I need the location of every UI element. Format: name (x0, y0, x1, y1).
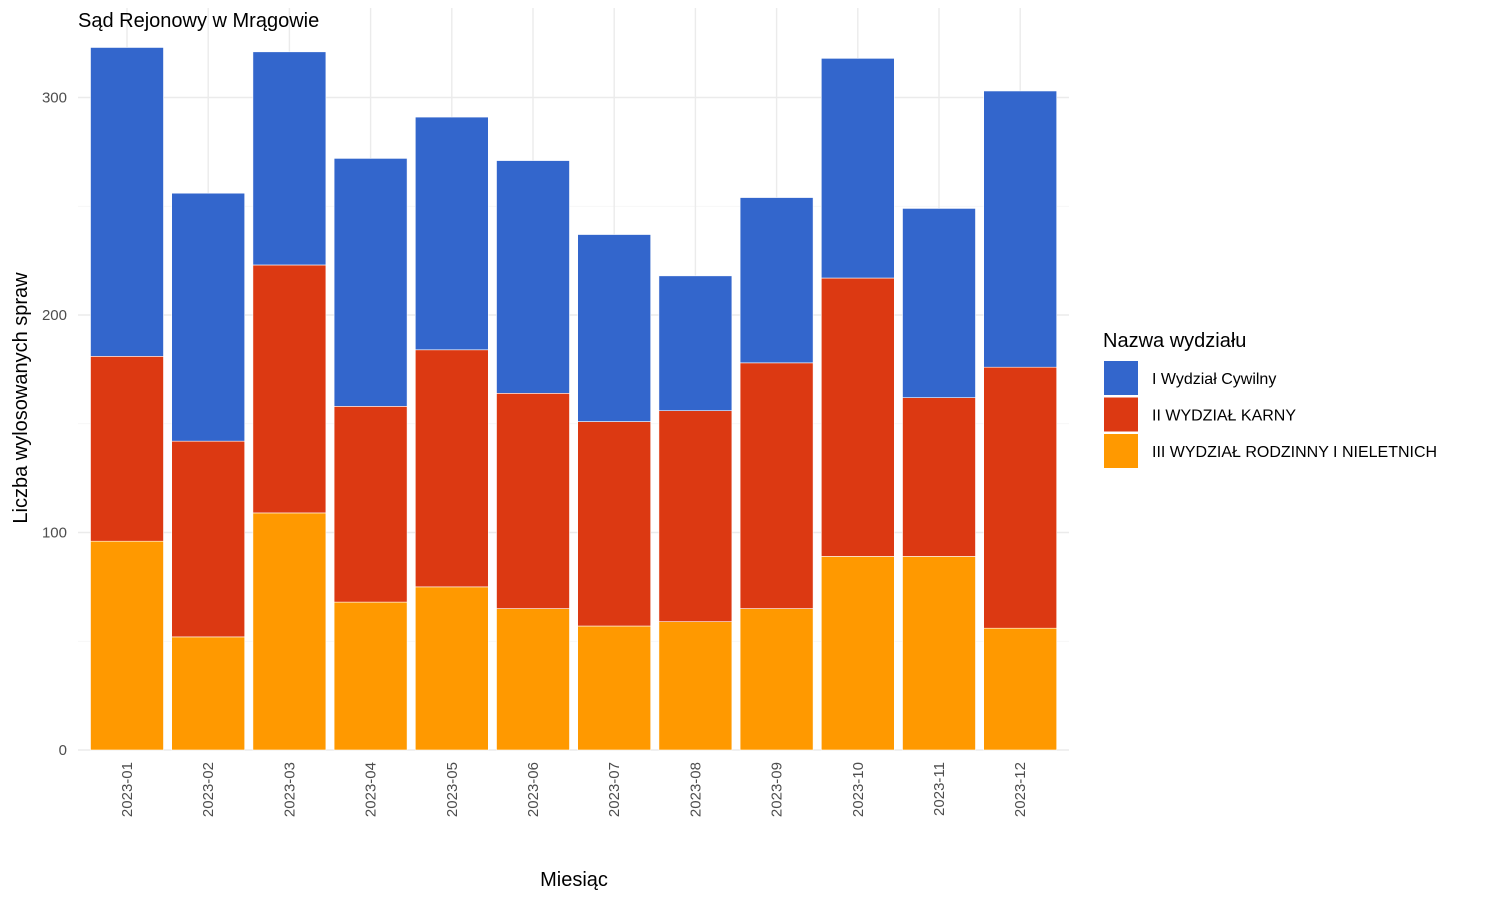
bar-segment (496, 392, 570, 609)
bar-segment (171, 636, 245, 751)
chart-title: Sąd Rejonowy w Mrągowie (78, 10, 319, 32)
legend-label: III WYDZIAŁ RODZINNY I NIELETNICH (1152, 444, 1437, 461)
x-tick-label: 2023-03 (281, 762, 298, 817)
x-tick-label: 2023-10 (850, 762, 867, 817)
x-tick-label: 2023-09 (769, 762, 786, 817)
x-tick-label: 2023-11 (931, 762, 948, 816)
x-tick-label: 2023-02 (200, 762, 217, 817)
bar-segment (820, 556, 895, 751)
bar-segment (90, 47, 164, 357)
bar-segment (577, 421, 652, 627)
bar-segment (820, 277, 895, 557)
bar-segment (171, 440, 245, 638)
bar-segment (577, 234, 652, 422)
x-tick-label: 2023-01 (119, 762, 136, 817)
y-axis-ticks: 0 100 200 300 (42, 90, 67, 760)
bar-segment (902, 208, 976, 398)
bars (90, 47, 1058, 751)
bar-segment (983, 90, 1058, 368)
bar-segment (739, 608, 814, 751)
bar-segment (496, 160, 570, 394)
bar-segment (902, 397, 976, 557)
bar-segment (171, 192, 245, 442)
bar-segment (983, 627, 1058, 751)
x-axis-title: Miesiąc (540, 869, 608, 891)
bar-segment (414, 586, 489, 751)
bar-segment (333, 158, 408, 407)
legend-key (1104, 397, 1138, 432)
x-tick-label: 2023-06 (525, 762, 542, 817)
bar-segment (658, 410, 733, 622)
bar-segment (739, 362, 814, 609)
x-tick-label: 2023-08 (687, 762, 704, 817)
legend-title: Nazwa wydziału (1103, 330, 1246, 352)
bar-segment (333, 601, 408, 751)
y-tick-label: 300 (42, 90, 67, 107)
x-tick-label: 2023-04 (363, 762, 380, 817)
bar-segment (252, 264, 327, 514)
bar-segment (414, 116, 489, 351)
bar-segment (90, 540, 164, 751)
y-tick-label: 0 (59, 742, 67, 759)
bar-segment (252, 51, 327, 266)
legend-key (1104, 434, 1138, 468)
bar-segment (739, 197, 814, 364)
x-axis-ticks: 2023-01 2023-02 2023-03 2023-04 2023-05 2023-… (119, 762, 1029, 817)
bar-segment (658, 621, 733, 751)
bar-segment (496, 608, 570, 751)
bar-segment (577, 625, 652, 751)
bar-segment (902, 556, 976, 751)
bar-segment (414, 349, 489, 588)
y-tick-label: 200 (42, 307, 67, 324)
bar-segment (333, 406, 408, 603)
x-tick-label: 2023-12 (1012, 762, 1029, 817)
bar-segment (90, 356, 164, 542)
y-tick-label: 100 (42, 525, 67, 542)
bar-segment (983, 366, 1058, 629)
legend-key (1104, 361, 1138, 395)
legend-label: I Wydział Cywilny (1152, 371, 1276, 388)
bar-segment (658, 275, 733, 412)
x-tick-label: 2023-07 (606, 762, 623, 817)
x-tick-label: 2023-05 (444, 762, 461, 817)
y-axis-title: Liczba wylosowanych spraw (10, 272, 32, 524)
legend: Nazwa wydziału I Wydział Cywilny II WYDZI… (1103, 330, 1437, 468)
bar-segment (820, 58, 895, 279)
bar-segment (252, 512, 327, 751)
legend-label: II WYDZIAŁ KARNY (1152, 408, 1296, 425)
